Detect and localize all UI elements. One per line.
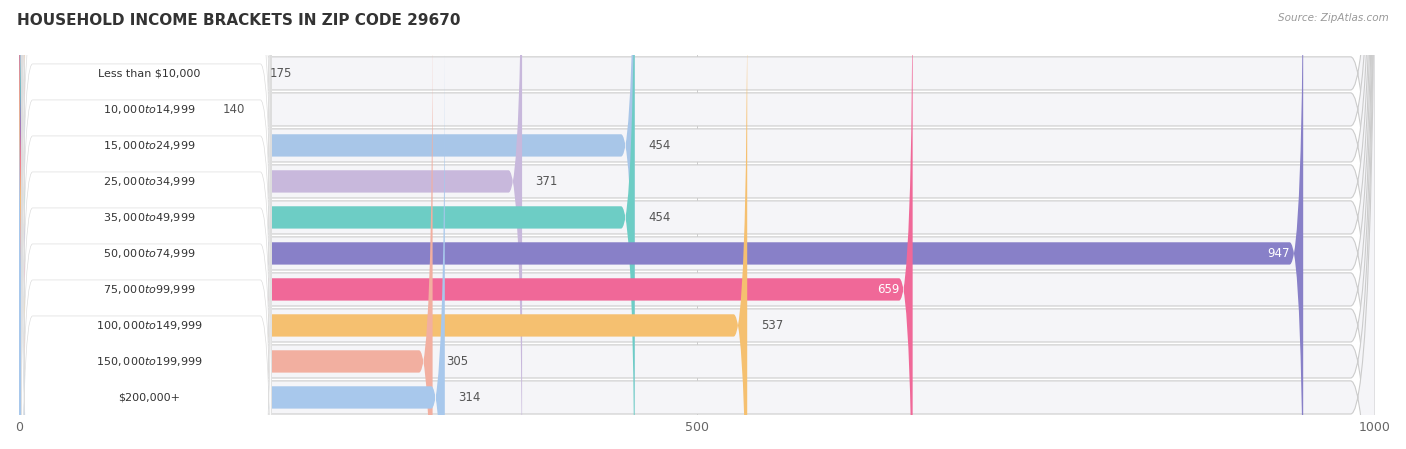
FancyBboxPatch shape [20, 13, 433, 449]
FancyBboxPatch shape [20, 0, 1375, 449]
FancyBboxPatch shape [20, 0, 1375, 449]
FancyBboxPatch shape [20, 0, 1375, 449]
FancyBboxPatch shape [20, 0, 1375, 449]
FancyBboxPatch shape [21, 0, 271, 352]
FancyBboxPatch shape [20, 0, 1303, 449]
Text: $100,000 to $149,999: $100,000 to $149,999 [96, 319, 202, 332]
Text: 454: 454 [648, 139, 671, 152]
FancyBboxPatch shape [21, 155, 271, 449]
Text: $75,000 to $99,999: $75,000 to $99,999 [103, 283, 195, 296]
Text: 175: 175 [270, 67, 292, 80]
FancyBboxPatch shape [21, 11, 271, 424]
FancyBboxPatch shape [21, 47, 271, 449]
FancyBboxPatch shape [20, 0, 1375, 449]
FancyBboxPatch shape [20, 0, 634, 449]
Text: 305: 305 [446, 355, 468, 368]
Text: $200,000+: $200,000+ [118, 392, 180, 402]
Text: $15,000 to $24,999: $15,000 to $24,999 [103, 139, 195, 152]
Text: 140: 140 [222, 103, 245, 116]
FancyBboxPatch shape [21, 0, 271, 388]
FancyBboxPatch shape [21, 0, 271, 280]
FancyBboxPatch shape [20, 0, 522, 449]
FancyBboxPatch shape [20, 0, 1375, 449]
FancyBboxPatch shape [20, 0, 1375, 449]
Text: 314: 314 [458, 391, 481, 404]
FancyBboxPatch shape [21, 119, 271, 449]
Text: $50,000 to $74,999: $50,000 to $74,999 [103, 247, 195, 260]
FancyBboxPatch shape [21, 83, 271, 449]
FancyBboxPatch shape [20, 0, 634, 449]
FancyBboxPatch shape [20, 48, 444, 449]
FancyBboxPatch shape [21, 191, 271, 449]
FancyBboxPatch shape [20, 0, 209, 449]
FancyBboxPatch shape [20, 0, 912, 449]
Text: 537: 537 [761, 319, 783, 332]
Text: $35,000 to $49,999: $35,000 to $49,999 [103, 211, 195, 224]
Text: 659: 659 [877, 283, 898, 296]
Text: 371: 371 [536, 175, 558, 188]
Text: $25,000 to $34,999: $25,000 to $34,999 [103, 175, 195, 188]
FancyBboxPatch shape [20, 0, 1375, 449]
Text: 947: 947 [1267, 247, 1289, 260]
FancyBboxPatch shape [21, 0, 271, 316]
Text: HOUSEHOLD INCOME BRACKETS IN ZIP CODE 29670: HOUSEHOLD INCOME BRACKETS IN ZIP CODE 29… [17, 13, 460, 28]
Text: Source: ZipAtlas.com: Source: ZipAtlas.com [1278, 13, 1389, 23]
Text: Less than $10,000: Less than $10,000 [98, 68, 201, 79]
Text: $150,000 to $199,999: $150,000 to $199,999 [96, 355, 202, 368]
FancyBboxPatch shape [20, 0, 256, 423]
FancyBboxPatch shape [20, 0, 747, 449]
Text: $10,000 to $14,999: $10,000 to $14,999 [103, 103, 195, 116]
Text: 454: 454 [648, 211, 671, 224]
FancyBboxPatch shape [20, 0, 1375, 449]
FancyBboxPatch shape [20, 0, 1375, 449]
